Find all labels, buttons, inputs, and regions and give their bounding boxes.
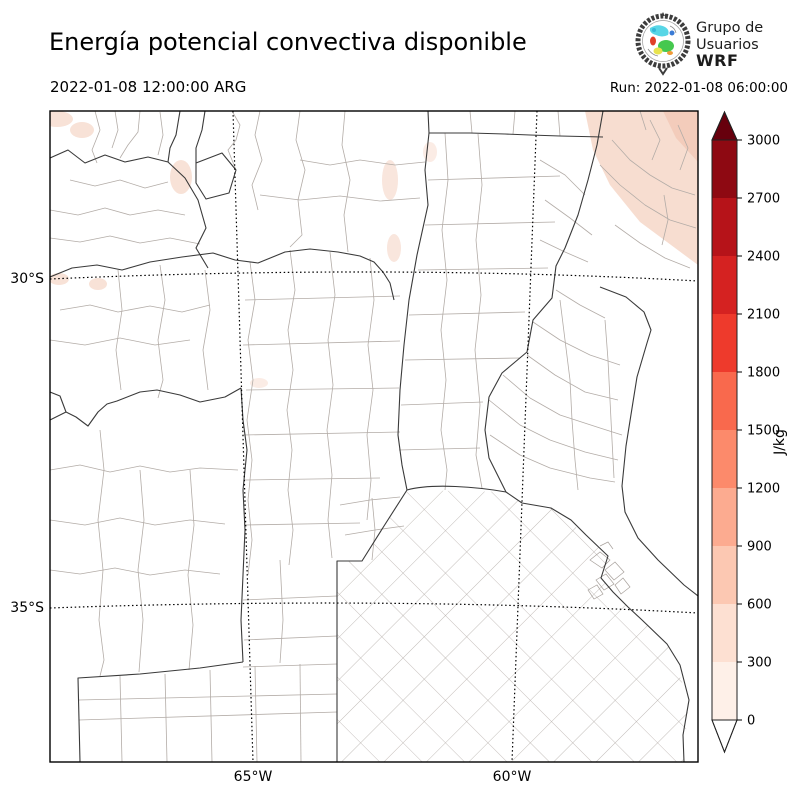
colorbar-tick-label: 900 xyxy=(747,540,772,555)
colorbar-tick-label: 600 xyxy=(747,598,772,613)
buenos-aires-department-grid xyxy=(337,490,689,762)
lat-label-35s: 35°S xyxy=(10,600,44,616)
colorbar-tick-label: 2700 xyxy=(747,192,780,207)
colorbar-unit-label: J/kg xyxy=(772,429,788,456)
colorbar-tick-label: 2400 xyxy=(747,250,780,265)
colorbar-segment xyxy=(712,662,737,720)
colorbar-segments xyxy=(712,140,737,720)
department-boundaries xyxy=(50,111,697,762)
colorbar-segment xyxy=(712,430,737,488)
colorbar-tick-label: 0 xyxy=(747,714,755,729)
colorbar-tick-label: 1500 xyxy=(747,424,780,439)
colorbar-segment xyxy=(712,256,737,314)
province-boundaries xyxy=(50,111,698,762)
colorbar-segment xyxy=(712,546,737,604)
colorbar-segment xyxy=(712,140,737,198)
colorbar-segment xyxy=(712,372,737,430)
logo-line-1: Grupo de xyxy=(696,20,764,36)
colorbar: 0 300 600 900 1200 1500 1800 2100 2400 2700 3000 J… xyxy=(711,110,788,754)
colorbar-tick-label: 1200 xyxy=(747,482,780,497)
colorbar-segment xyxy=(712,198,737,256)
colorbar-tick-label: 3000 xyxy=(747,134,780,149)
valid-time-label: 2022-01-08 12:00:00 ARG xyxy=(50,78,247,96)
gridline-30S xyxy=(50,271,698,282)
cape-shading xyxy=(50,111,698,388)
wrf-users-group-logo-icon xyxy=(635,12,691,76)
colorbar-segment xyxy=(712,314,737,372)
run-time-label: Run: 2022-01-08 06:00:00 xyxy=(609,80,788,96)
logo-text: Grupo de Usuarios WRF xyxy=(696,20,763,70)
colorbar-segment xyxy=(712,604,737,662)
gridline-35S xyxy=(50,602,698,614)
colorbar-tick-label: 2100 xyxy=(747,308,780,323)
colorbar-tick-label: 1800 xyxy=(747,366,780,381)
logo-line-wrf: WRF xyxy=(696,51,739,70)
logo-weather-blobs xyxy=(647,25,677,57)
map-frame xyxy=(49,110,699,763)
lon-label-60w: 60°W xyxy=(493,769,532,785)
axis-labels: 30°S 35°S 65°W 60°W xyxy=(10,271,531,785)
colorbar-segment xyxy=(712,488,737,546)
colorbar-ticks: 0 300 600 900 1200 1500 1800 2100 2400 2700 3000 xyxy=(737,134,780,729)
colorbar-over-arrow xyxy=(711,110,738,141)
page-title: Energía potencial convectiva disponible xyxy=(49,28,527,56)
colorbar-under-arrow xyxy=(711,719,738,754)
logo-line-2: Usuarios xyxy=(696,36,759,53)
lat-label-30s: 30°S xyxy=(10,271,44,287)
colorbar-tick-label: 300 xyxy=(747,656,772,671)
metro-area-boundaries xyxy=(587,541,631,600)
graticule xyxy=(50,111,698,762)
lon-label-65w: 65°W xyxy=(234,769,273,785)
map-canvas xyxy=(50,111,698,762)
gridline-65W xyxy=(232,111,254,762)
